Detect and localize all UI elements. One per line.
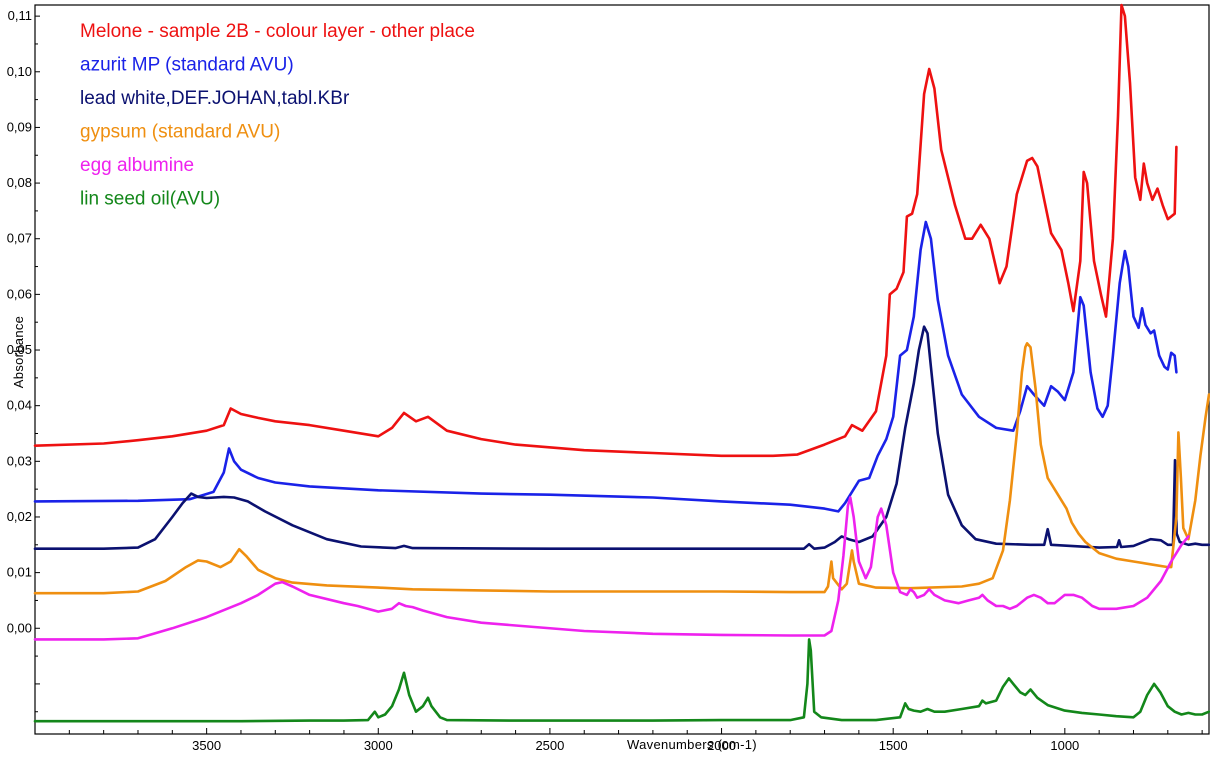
series-line-1 — [33, 220, 1178, 513]
y-axis-title: Absorbance — [11, 316, 26, 388]
y-tick-label: 0,00 — [7, 620, 32, 635]
y-tick-label: 0,06 — [7, 286, 32, 301]
series-line-4 — [33, 496, 1190, 641]
y-axis-ticks: 0,00 0,01 0,02 0,03 0,04 0,05 0,06 0,07 0,08 0,09… — [7, 8, 40, 713]
series-lines — [33, 3, 1210, 723]
y-tick-label: 0,04 — [7, 398, 32, 413]
y-tick-label: 0,10 — [7, 64, 32, 79]
y-tick-label: 0,11 — [8, 8, 32, 23]
x-axis-ticks: 3500 3000 2500 2000 1500 1000 — [68, 728, 1203, 753]
y-tick-label: 0,08 — [7, 175, 32, 190]
x-tick-label: 1000 — [1050, 738, 1079, 753]
legend-entry: gypsum (standard AVU) — [80, 122, 280, 143]
x-axis-title: Wavenumbers (cm-1) — [627, 737, 757, 752]
y-tick-label: 0,03 — [7, 453, 32, 468]
plot-frame — [34, 4, 1210, 735]
x-tick-label: 3000 — [364, 738, 393, 753]
y-tick-label: 0,01 — [7, 565, 32, 580]
series-line-2 — [33, 325, 1210, 551]
legend-entry: lin seed oil(AVU) — [80, 189, 220, 210]
y-tick-label: 0,05 — [7, 342, 32, 357]
legend-entry: lead white,DEF.JOHAN,tabl.KBr — [80, 88, 350, 109]
x-tick-label: 1500 — [879, 738, 908, 753]
series-line-5 — [33, 638, 1210, 723]
y-tick-label: 0,07 — [7, 231, 32, 246]
y-tick-label: 0,02 — [7, 509, 32, 524]
legend-entry: Melone - sample 2B - colour layer - othe… — [80, 21, 475, 42]
x-tick-label: 2500 — [535, 738, 564, 753]
legend-entry: azurit MP (standard AVU) — [80, 55, 294, 76]
y-tick-label: 0,09 — [7, 119, 32, 134]
x-tick-label: 2000 — [707, 738, 736, 753]
legend: Melone - sample 2B - colour layer - othe… — [80, 21, 475, 210]
x-tick-label: 3500 — [192, 738, 221, 753]
series-line-0 — [33, 3, 1178, 458]
legend-entry: egg albumine — [80, 155, 194, 176]
series-line-3 — [33, 341, 1210, 595]
